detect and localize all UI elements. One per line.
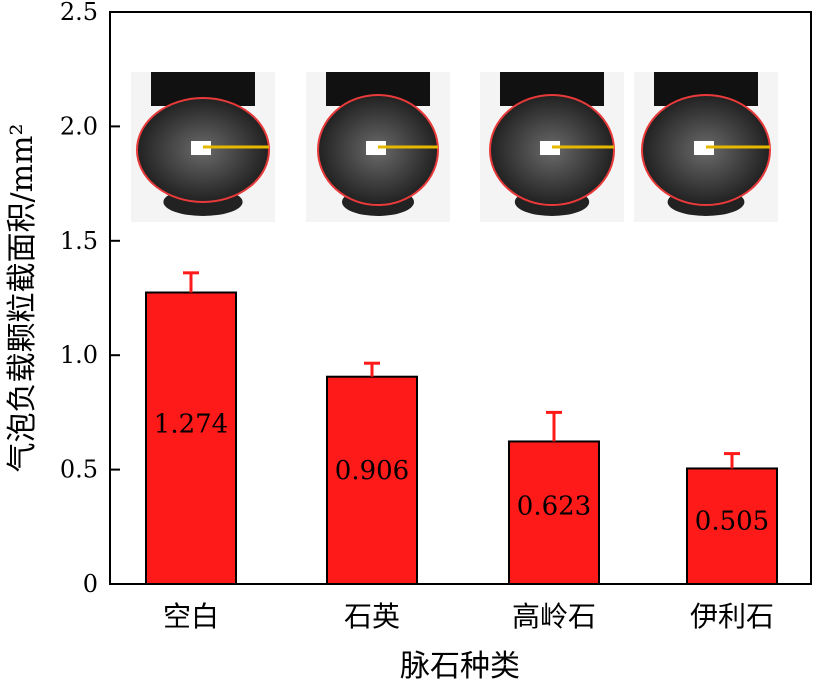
- bubble-outline: [136, 97, 270, 203]
- bubble-highlight: [191, 141, 211, 155]
- bar-4: [686, 467, 778, 585]
- x-category-label-2: 石英: [344, 600, 400, 633]
- bubble-highlight: [366, 141, 386, 155]
- data-label-4: 0.505: [695, 506, 769, 536]
- bubble-photos: [131, 72, 778, 222]
- data-label-1: 1.274: [154, 410, 228, 440]
- y-tick-label: 0.5: [60, 456, 98, 484]
- plot-frame: [109, 11, 812, 585]
- bubble-photo-4: [634, 72, 778, 222]
- y-tick-label: 0: [83, 570, 98, 598]
- x-category-label-1: 空白: [163, 600, 219, 633]
- bars-layer: 1.274 0.906 0.623 0.505: [145, 271, 778, 586]
- bubble-outline: [317, 94, 439, 206]
- y-tick-label: 1.0: [60, 341, 98, 369]
- bubble-photo-3: [480, 72, 624, 222]
- x-axis-labels: 空白 石英 高岭石 伊利石: [163, 600, 774, 633]
- bubble-outline: [641, 94, 771, 206]
- bubble-highlight: [540, 141, 560, 155]
- bar-2: [326, 375, 418, 586]
- bubble-photo-2: [306, 72, 450, 222]
- y-tick-label: 1.5: [60, 227, 98, 255]
- bubble-highlight: [694, 141, 714, 155]
- y-axis-ticks: 0 0.5 1.0 1.5 2.0 2.5: [60, 0, 120, 598]
- x-category-label-4: 伊利石: [690, 600, 774, 633]
- x-category-label-3: 高岭石: [512, 600, 596, 633]
- x-axis-title: 脉石种类: [400, 649, 520, 684]
- data-label-3: 0.623: [517, 492, 591, 522]
- bubble-outline: [489, 94, 615, 206]
- bar-1: [145, 291, 237, 585]
- data-label-2: 0.906: [335, 456, 409, 486]
- y-tick-label: 2.0: [60, 112, 98, 140]
- y-tick-label: 2.5: [60, 0, 98, 26]
- bubble-photo-1: [131, 72, 275, 222]
- y-axis-title: 气泡负载颗粒截面积/mm²: [5, 123, 40, 472]
